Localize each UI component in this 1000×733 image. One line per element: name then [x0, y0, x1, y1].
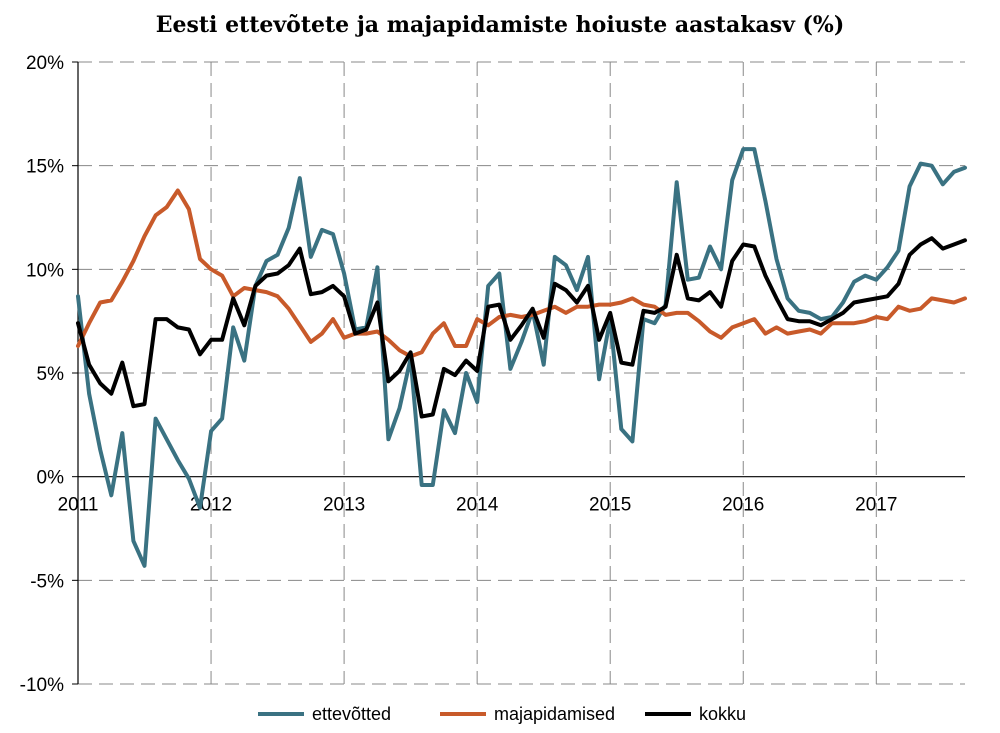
y-tick-label: -10% — [20, 675, 64, 696]
y-tick-label: 5% — [37, 364, 65, 385]
y-axis-tick-labels: -10% -5% 0% 5% 10% 15% 20% — [20, 53, 64, 696]
y-tick-label: -5% — [30, 571, 64, 592]
series-line-ettevõtted — [76, 147, 967, 568]
y-tick-label: 10% — [26, 260, 64, 281]
x-tick-label: 2013 — [323, 495, 365, 516]
y-tick-label: 0% — [37, 468, 65, 489]
x-tick-label: 2011 — [58, 495, 99, 516]
legend-label-majapidamised: majapidamised — [494, 704, 615, 724]
x-tick-label: 2017 — [855, 495, 897, 516]
chart-title: Eesti ettevõtete ja majapidamiste hoiust… — [155, 12, 845, 38]
y-tick-label: 20% — [26, 53, 64, 74]
x-tick-label: 2016 — [722, 495, 764, 516]
legend-label-kokku: kokku — [699, 704, 746, 724]
grid-lines — [77, 61, 965, 685]
x-tick-label: 2015 — [589, 495, 631, 516]
legend-label-ettevõtted: ettevõtted — [312, 704, 391, 724]
x-tick-label: 2014 — [456, 495, 499, 516]
series-line-majapidamised — [76, 188, 967, 359]
legend: ettevõtted majapidamised kokku — [258, 704, 746, 724]
y-tick-label: 15% — [26, 157, 64, 178]
series-line-kokku — [76, 236, 967, 419]
series-lines — [76, 147, 967, 568]
x-axis-tick-labels: 2011 2012 2013 2014 2015 2016 2017 — [58, 495, 898, 516]
axes — [72, 61, 965, 685]
